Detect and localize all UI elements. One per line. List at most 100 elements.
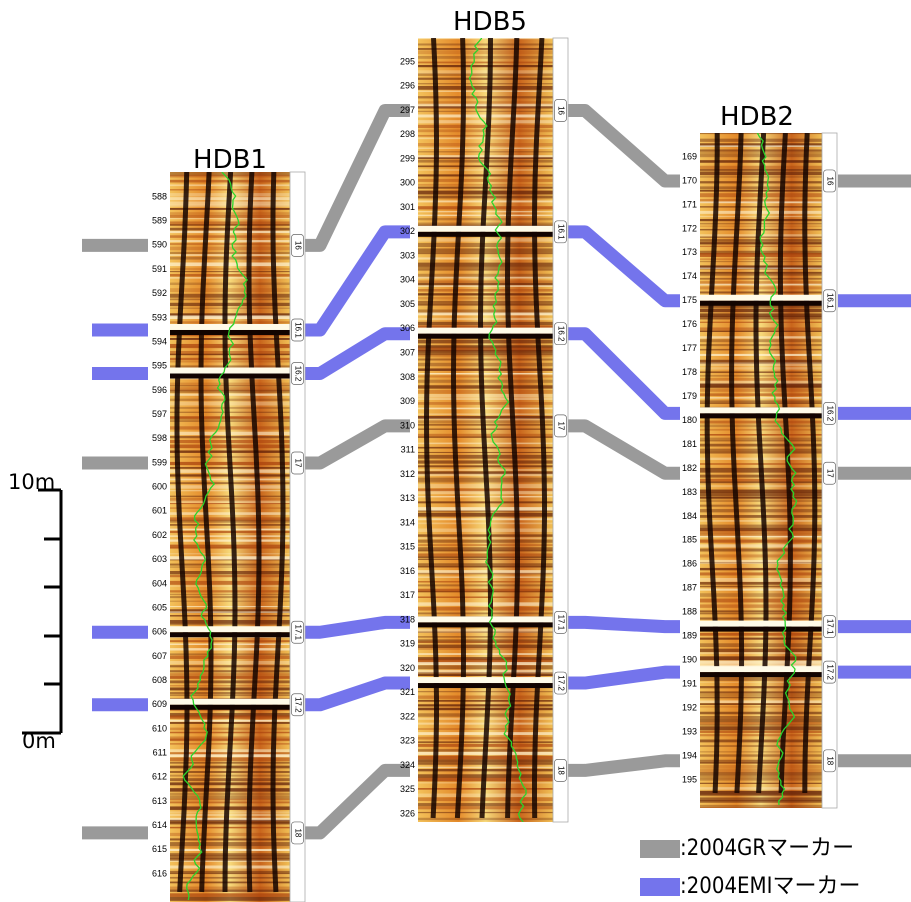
marker-label-box (291, 693, 304, 717)
depth-label: 176 (682, 319, 697, 329)
depth-label: 185 (682, 535, 697, 545)
log-fracture (170, 704, 290, 710)
log-stripe (418, 124, 553, 129)
log-stripe (418, 539, 553, 543)
log-stripe (700, 367, 822, 370)
log-stripe (170, 685, 290, 687)
log-stripe (170, 230, 290, 234)
log-stripe (170, 268, 290, 270)
log-fracture (700, 407, 822, 414)
log-stripe (700, 617, 822, 620)
log-stripe (700, 554, 822, 558)
log-stripe (700, 330, 822, 332)
log-stripe (170, 896, 290, 901)
depth-label: 609 (152, 699, 167, 709)
log-stripe (700, 581, 822, 585)
marker-label-box (554, 611, 567, 634)
log-fracture (170, 698, 290, 705)
log-fracture (418, 622, 553, 628)
log-stripe (170, 849, 290, 852)
marker-label-box (554, 414, 567, 438)
depth-label: 308 (400, 372, 415, 382)
log-stripe (700, 371, 822, 373)
depth-label: 170 (682, 175, 697, 185)
log-stripe (170, 251, 290, 255)
log-stripe (170, 566, 290, 568)
log-stripe (700, 533, 822, 536)
marker-label-box (291, 318, 304, 342)
log-stripe (418, 297, 553, 300)
marker-connector (305, 419, 410, 470)
log-stripe (418, 103, 553, 108)
depth-label: 316 (400, 566, 415, 576)
log-stripe (700, 585, 822, 588)
log-stripe (700, 520, 822, 522)
marker-label: 16.2 (825, 406, 834, 422)
log-stripe (170, 298, 290, 301)
log-stripe (700, 530, 822, 534)
log-stripe (170, 653, 290, 656)
log-stripe (418, 572, 553, 575)
log-stripe (418, 397, 553, 400)
scale-top: 10m (8, 470, 55, 494)
log-fracture (418, 327, 553, 334)
depth-label: 296 (400, 81, 415, 91)
log-stripe (170, 826, 290, 829)
log-stripe (700, 572, 822, 576)
log-stripe (418, 293, 553, 296)
log-band (222, 172, 238, 893)
marker-connector (305, 676, 410, 712)
depth-label: 301 (400, 202, 415, 212)
log-stripe (700, 400, 822, 404)
depth-label: 300 (400, 178, 415, 188)
log-stripe (700, 794, 822, 797)
connectors (82, 104, 911, 840)
log-stripe (170, 321, 290, 324)
log-stripe (418, 631, 553, 633)
log-stripe (700, 362, 822, 367)
log-stripe (170, 274, 290, 277)
log-stripe (170, 517, 290, 521)
log-stripe (170, 528, 290, 531)
log-stripe (170, 687, 290, 691)
log-stripe (170, 535, 290, 537)
log-fracture (700, 294, 822, 301)
log-stripe (170, 881, 290, 884)
log-stripe (418, 553, 553, 557)
log-stripe (170, 556, 290, 560)
marker-label: 16.2 (293, 366, 302, 382)
depth-label: 183 (682, 487, 697, 497)
log-stripe (418, 522, 553, 525)
log-stripe (418, 238, 553, 242)
log-stripe (700, 562, 822, 564)
depth-label: 309 (400, 396, 415, 406)
log-stripe (418, 266, 553, 269)
depth-label: 616 (152, 868, 167, 878)
marker-label: 16.1 (556, 224, 565, 240)
log-stripe (418, 312, 553, 316)
log-stripe (418, 390, 553, 394)
depth-label: 598 (152, 433, 167, 443)
log-stripe (700, 344, 822, 347)
depth-label: 312 (400, 469, 415, 479)
log-stripe (170, 846, 290, 848)
log-stripe (418, 534, 553, 537)
log-stripe (700, 632, 822, 636)
log-stripe (418, 129, 553, 133)
log-stripe (700, 660, 822, 664)
log-stripe (418, 639, 553, 643)
marker-label: 17.1 (556, 615, 565, 631)
log-stripe (418, 114, 553, 118)
wells: HDB1 588 589 590 591 592 593 594 595 596 597 598 599… (152, 7, 838, 902)
log-fracture (418, 683, 553, 689)
log-stripe (418, 288, 553, 292)
marker-label: 16.1 (825, 293, 834, 309)
log-stripe (170, 570, 290, 575)
log-fracture (170, 626, 290, 633)
depth-label: 297 (400, 105, 415, 115)
marker-connector (568, 327, 680, 420)
log-stripe (170, 855, 290, 859)
log-stripe (170, 611, 290, 613)
log-stripe (418, 90, 553, 92)
marker-label: 18 (825, 756, 834, 765)
